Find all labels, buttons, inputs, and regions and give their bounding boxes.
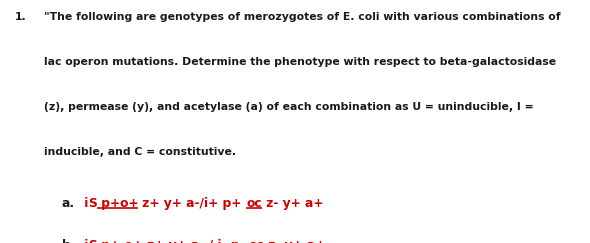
Text: (z), permease (y), and acetylase (a) of each combination as U = uninducible, I =: (z), permease (y), and acetylase (a) of …: [44, 102, 534, 112]
Text: z+ y+ a-/i+ p+: z+ y+ a-/i+ p+: [139, 197, 246, 210]
Text: lac operon mutations. Determine the phenotype with respect to beta-galactosidase: lac operon mutations. Determine the phen…: [44, 57, 556, 67]
Text: S: S: [88, 239, 97, 243]
Text: z- y+ a+: z- y+ a+: [261, 197, 323, 210]
Text: 1.: 1.: [15, 12, 27, 22]
Text: "The following are genotypes of merozygotes of E. coli with various combinations: "The following are genotypes of merozygo…: [44, 12, 561, 22]
Text: S: S: [88, 197, 97, 210]
Text: z- y+ a+: z- y+ a+: [264, 239, 326, 243]
Text: b.: b.: [62, 239, 76, 243]
Text: oc: oc: [246, 197, 261, 210]
Text: oc: oc: [248, 239, 264, 243]
Text: i: i: [80, 197, 88, 210]
Text: p+o+: p+o+: [97, 197, 139, 210]
Text: a.: a.: [62, 197, 75, 210]
Text: p+ o+ z+ y+ a- / i- p-: p+ o+ z+ y+ a- / i- p-: [97, 239, 248, 243]
Text: i: i: [80, 239, 88, 243]
Text: inducible, and C = constitutive.: inducible, and C = constitutive.: [44, 147, 237, 157]
